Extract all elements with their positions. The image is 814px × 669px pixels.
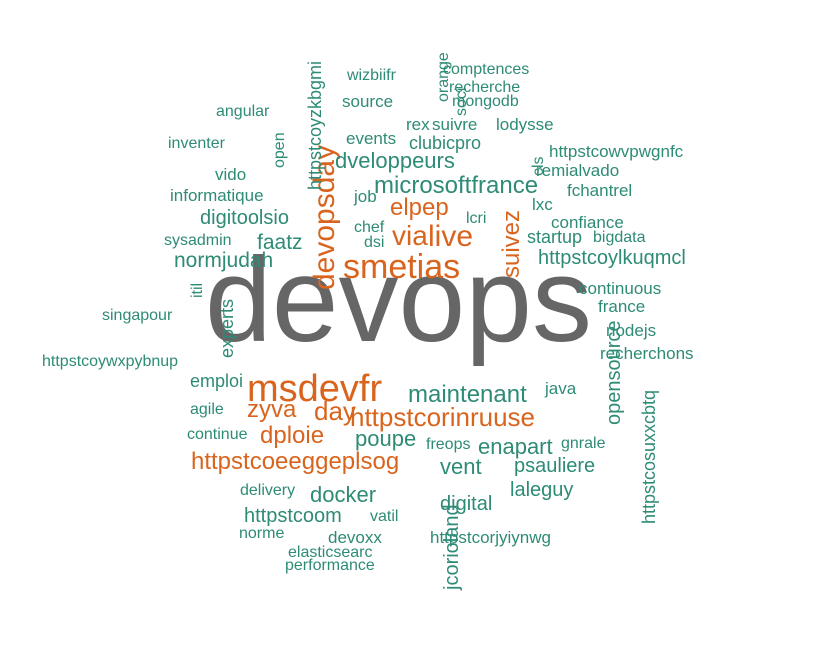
word-digitoolsio: digitoolsio (200, 207, 289, 229)
word-job: job (354, 187, 377, 206)
word-lcri: lcri (466, 210, 487, 227)
word-gnrale: gnrale (561, 435, 606, 452)
word-rex: rex (406, 115, 430, 134)
word-faatz: faatz (257, 231, 303, 254)
word-httpstcoylkuqmcl: httpstcoylkuqmcl (538, 247, 686, 269)
word-recherchons: recherchons (600, 344, 694, 363)
word-jcorioland: jcorioland (441, 504, 463, 590)
word-httpstcoywxpybnup: httpstcoywxpybnup (42, 353, 179, 370)
word-dsi: dsi (364, 234, 385, 251)
word-clubicpro: clubicpro (409, 133, 482, 153)
word-singapour: singapour (102, 307, 173, 324)
word-zyva: zyva (247, 396, 297, 423)
word-java: java (545, 379, 577, 398)
word-httpstcowvpwgnfc: httpstcowvpwgnfc (549, 142, 684, 161)
word-smetias: smetias (343, 248, 461, 286)
word-soci: soci (453, 87, 470, 116)
word-vatil: vatil (370, 508, 399, 525)
word-remialvado: remialvado (536, 161, 620, 180)
word-laleguy: laleguy (510, 479, 574, 501)
word-continuous: continuous (579, 279, 662, 298)
word-devops: devops (205, 233, 592, 367)
word-emploi: emploi (190, 371, 244, 391)
word-performance: performance (285, 557, 375, 574)
word-elpep: elpep (390, 194, 449, 221)
word-via: via (392, 220, 428, 251)
word-docker: docker (310, 482, 377, 507)
word-normjudah: normjudah (174, 249, 274, 272)
word-startup: startup (527, 227, 583, 247)
word-digital: digital (440, 493, 493, 515)
word-lxc: lxc (532, 195, 553, 214)
word-lodysse: lodysse (496, 115, 554, 134)
word-vent: vent (440, 454, 482, 479)
word-angular: angular (216, 103, 270, 120)
word-recherche: recherche (449, 79, 521, 96)
word-delivery: delivery (240, 482, 296, 499)
word-nodejs: nodejs (606, 321, 657, 340)
word-enapart: enapart (478, 434, 553, 459)
word-devoxx: devoxx (328, 528, 382, 547)
word-bigdata: bigdata (593, 229, 646, 246)
word-msdevfr: msdevfr (247, 368, 383, 410)
word-chef: chef (354, 219, 385, 236)
word-norme: norme (239, 525, 285, 542)
word-psauliere: psauliere (514, 455, 596, 477)
word-france: france (598, 297, 646, 316)
word-fchantrel: fchantrel (567, 181, 633, 200)
word-agile: agile (190, 401, 224, 418)
word-vido: vido (215, 165, 247, 184)
word-wizbiifr: wizbiifr (347, 67, 396, 84)
word-httpstcoeeggeplsog: httpstcoeeggeplsog (191, 448, 400, 475)
word-httpstcoyzkbgmi: httpstcoyzkbgmi (305, 60, 325, 190)
word-elasticsearc: elasticsearc (288, 544, 373, 561)
word-suivez: suivez (498, 209, 525, 278)
word-events: events (346, 129, 397, 148)
word-httpstcorjyiynwg: httpstcorjyiynwg (430, 528, 551, 547)
word-dveloppeurs: dveloppeurs (335, 148, 455, 173)
word-experts: experts (217, 298, 237, 358)
word-microsoftfrance: microsoftfrance (374, 172, 539, 199)
word-sysadmin: sysadmin (164, 232, 232, 249)
word-inventer: inventer (168, 135, 225, 152)
word-open: open (271, 132, 288, 168)
word-day: day (314, 396, 356, 426)
word-suivre: suivre (432, 115, 478, 134)
word-poupe: poupe (355, 426, 417, 451)
word-source: source (342, 92, 394, 111)
word-httpstcorinruuse: httpstcorinruuse (350, 402, 535, 432)
word-maintenant: maintenant (408, 381, 527, 408)
word-httpstcosuxxcbtq: httpstcosuxxcbtq (639, 389, 659, 524)
word-freops: freops (426, 436, 471, 453)
word-confiance: confiance (551, 213, 624, 232)
word-mongodb: mongodb (452, 93, 519, 110)
word-httpstcoom: httpstcoom (244, 505, 342, 527)
word-itil: itil (189, 282, 206, 298)
word-orange: orange (435, 52, 452, 102)
word-comptences: comptences (443, 61, 530, 78)
word-dploie: dploie (260, 422, 325, 449)
word-informatique: informatique (170, 186, 264, 205)
word-live: live (428, 220, 474, 253)
word-continue: continue (187, 426, 248, 443)
